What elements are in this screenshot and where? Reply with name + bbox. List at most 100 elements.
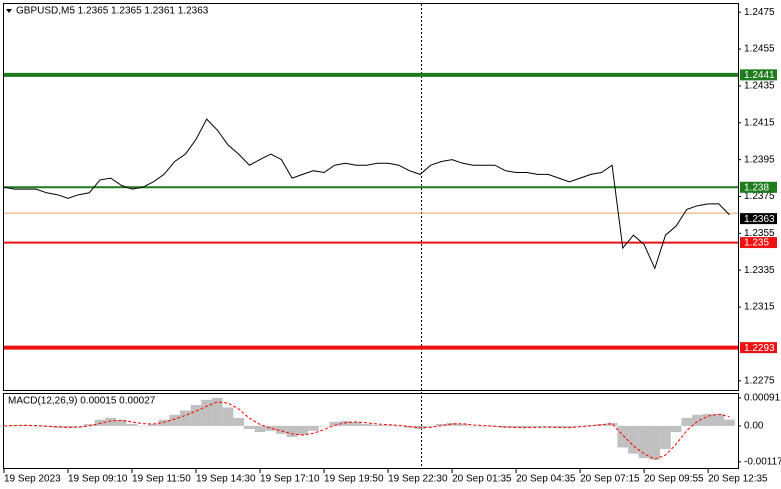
last-price-box — [740, 213, 777, 225]
level-price-box — [740, 342, 777, 354]
x-tick-label: 19 Sep 17:10 — [260, 474, 320, 485]
histogram-bar — [30, 425, 42, 427]
histogram-bar — [318, 425, 330, 427]
level-price-label: 1.2293 — [744, 343, 775, 354]
level-price-label: 1.238 — [744, 182, 769, 193]
histogram-bar — [617, 425, 629, 448]
histogram-bar — [521, 425, 533, 428]
macd-title: MACD(12,26,9) 0.00015 0.00027 — [8, 396, 156, 407]
y-tick-label: -0.00117 — [744, 456, 781, 467]
histogram-bar — [308, 425, 319, 431]
histogram-bar — [574, 425, 586, 427]
level-price-label: 1.235 — [744, 238, 769, 249]
histogram-bar — [628, 425, 639, 454]
histogram-bar — [596, 424, 607, 426]
histogram-bar — [276, 425, 287, 434]
x-tick-label: 19 Sep 14:30 — [196, 474, 256, 485]
histogram-bar — [606, 422, 618, 426]
histogram-bar — [158, 419, 170, 426]
series-line — [3, 401, 730, 460]
last-price-label: 1.2363 — [744, 214, 775, 225]
y-tick-label: 1.2315 — [744, 302, 775, 313]
histogram-bar — [222, 407, 234, 426]
histogram-bar — [148, 424, 159, 426]
y-tick-label: 1.2415 — [744, 117, 775, 128]
histogram-bar — [670, 425, 682, 433]
histogram-bar — [724, 419, 735, 426]
histogram-bar — [244, 425, 255, 429]
level-price-box — [740, 181, 777, 193]
histogram-bar — [713, 413, 725, 426]
x-tick-label: 20 Sep 12:35 — [708, 474, 768, 485]
y-tick-label: 1.2275 — [744, 375, 775, 386]
histogram-bar — [233, 417, 245, 426]
series-line — [3, 118, 730, 270]
histogram-bar — [468, 425, 479, 427]
histogram-bar — [638, 425, 650, 459]
histogram-bar — [105, 417, 117, 426]
histogram-bar — [532, 425, 543, 427]
chart-title: GBPUSD,M5 1.2365 1.2365 1.2361 1.2363 — [16, 6, 209, 17]
histogram-bar — [137, 425, 149, 427]
histogram-bar — [84, 424, 95, 426]
histogram-bar — [126, 424, 138, 426]
histogram-bar — [201, 399, 213, 426]
histogram-bar — [340, 420, 351, 426]
x-tick-label: 19 Sep 19:50 — [324, 474, 384, 485]
histogram-bar — [329, 421, 341, 426]
histogram-bar — [553, 425, 565, 428]
histogram-bar — [702, 413, 714, 426]
macd-panel-frame — [3, 393, 739, 469]
x-tick-label: 20 Sep 01:35 — [452, 474, 512, 485]
histogram-bar — [478, 425, 490, 427]
histogram-bar — [180, 410, 191, 426]
y-tick-label: 1.2375 — [744, 191, 775, 202]
histogram-bar — [372, 424, 383, 426]
level-price-label: 1.2441 — [744, 70, 775, 81]
histogram-bar — [254, 425, 266, 433]
histogram-bar — [169, 414, 181, 426]
histogram-bar — [681, 417, 693, 426]
histogram-bar — [52, 425, 63, 428]
histogram-bar — [62, 425, 74, 428]
histogram-bar — [212, 397, 223, 426]
symbol-menu-icon — [6, 9, 12, 13]
histogram-bar — [564, 425, 575, 428]
histogram-bar — [692, 414, 703, 426]
x-tick-label: 20 Sep 09:55 — [644, 474, 704, 485]
y-tick-label: 1.2475 — [744, 7, 775, 18]
histogram-bar — [265, 425, 277, 431]
histogram-bar — [297, 425, 309, 436]
histogram-bar — [94, 419, 106, 426]
histogram-bar — [649, 425, 661, 460]
histogram-bar — [436, 424, 447, 426]
histogram-bar — [425, 425, 437, 427]
y-tick-label: 1.2335 — [744, 265, 775, 276]
histogram-bar — [190, 404, 202, 426]
histogram-bar — [446, 422, 458, 426]
histogram-bar — [286, 425, 298, 437]
histogram-bar — [116, 419, 127, 426]
x-tick-label: 19 Sep 11:50 — [132, 474, 191, 485]
y-tick-label: 1.2455 — [744, 44, 775, 55]
y-tick-label: 1.2355 — [744, 228, 775, 239]
histogram-bar — [361, 424, 373, 426]
histogram-bar — [73, 425, 85, 427]
histogram-bar — [393, 425, 405, 427]
histogram-bar — [660, 425, 671, 449]
y-tick-label: 0.00091 — [744, 393, 781, 404]
y-tick-label: 1.2435 — [744, 81, 775, 92]
level-price-box — [740, 237, 777, 249]
level-price-box — [740, 69, 777, 81]
x-tick-label: 20 Sep 07:15 — [580, 474, 640, 485]
x-tick-label: 19 Sep 2023 — [4, 474, 61, 485]
y-tick-label: 0.00 — [744, 421, 764, 432]
histogram-bar — [542, 425, 554, 427]
y-tick-label: 1.2395 — [744, 154, 775, 165]
histogram-bar — [382, 424, 394, 426]
histogram-bar — [457, 424, 469, 426]
histogram-bar — [350, 421, 362, 426]
x-tick-label: 19 Sep 22:30 — [388, 474, 448, 485]
